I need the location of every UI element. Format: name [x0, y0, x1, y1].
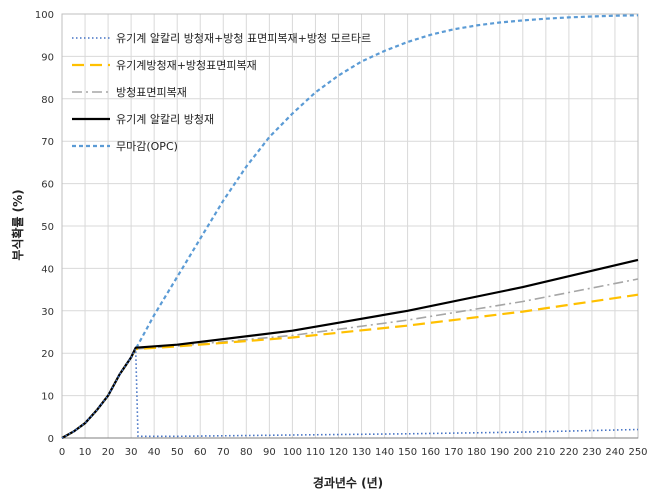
- x-tick-label: 70: [217, 447, 230, 458]
- x-tick-label: 200: [513, 447, 532, 458]
- y-tick-label: 90: [41, 52, 54, 63]
- legend-label-2: 유기계방청재+방청표면피복재: [116, 59, 257, 72]
- x-tick-label: 130: [352, 447, 371, 458]
- legend-label-4: 유기계 알칼리 방청재: [116, 112, 214, 126]
- x-tick-label: 140: [375, 447, 394, 458]
- x-tick-label: 240: [605, 447, 624, 458]
- x-tick-label: 20: [102, 447, 115, 458]
- x-tick-label: 250: [628, 447, 647, 458]
- x-tick-label: 60: [194, 447, 207, 458]
- y-tick-label: 100: [35, 10, 54, 21]
- x-tick-label: 110: [306, 447, 325, 458]
- legend-label-3: 방청표면피복재: [116, 86, 187, 99]
- y-axis-title: 부식확률 (%): [10, 189, 25, 260]
- y-tick-label: 20: [41, 349, 54, 360]
- x-tick-label: 220: [559, 447, 578, 458]
- x-tick-label: 40: [148, 447, 161, 458]
- series-lines: [61, 14, 639, 439]
- x-tick-label: 80: [240, 447, 253, 458]
- legend-label-5: 무마감(OPC): [116, 140, 178, 153]
- x-axis-tick-labels: 0 10 20 30 40 50 60 70 80 90 100 110 120 130 140 150 160…: [59, 447, 648, 458]
- legend: 유기계 알칼리 방청재+방청 표면피복재+방청 모르타르유기계방청재+방청표면피…: [72, 31, 371, 153]
- x-tick-label: 230: [582, 447, 601, 458]
- x-tick-label: 170: [444, 447, 463, 458]
- x-tick-label: 150: [398, 447, 417, 458]
- y-axis-tick-labels: 0 10 20 30 40 50 60 70 80 90 100: [35, 10, 54, 445]
- y-tick-label: 0: [48, 434, 54, 445]
- x-tick-label: 30: [125, 447, 138, 458]
- x-tick-label: 90: [263, 447, 276, 458]
- y-tick-label: 70: [41, 137, 54, 148]
- plot-area-frame: [61, 13, 639, 439]
- legend-label-1: 유기계 알칼리 방청재+방청 표면피복재+방청 모르타르: [116, 31, 371, 45]
- y-tick-label: 30: [41, 307, 54, 318]
- series-line-1: [61, 348, 639, 439]
- y-tick-label: 40: [41, 264, 54, 275]
- y-tick-label: 80: [41, 95, 54, 106]
- x-tick-label: 190: [490, 447, 509, 458]
- y-tick-label: 50: [41, 222, 54, 233]
- x-tick-label: 0: [59, 447, 65, 458]
- x-axis-title: 경과년수 (년): [313, 475, 383, 490]
- x-tick-label: 160: [421, 447, 440, 458]
- x-tick-label: 210: [536, 447, 555, 458]
- x-tick-label: 100: [283, 447, 302, 458]
- x-tick-label: 10: [79, 447, 92, 458]
- series-line-5: [61, 14, 639, 439]
- x-tick-label: 50: [171, 447, 184, 458]
- y-tick-label: 10: [41, 392, 54, 403]
- grid-lines: [61, 13, 639, 439]
- y-tick-label: 60: [41, 180, 54, 191]
- x-tick-label: 120: [329, 447, 348, 458]
- x-tick-label: 180: [467, 447, 486, 458]
